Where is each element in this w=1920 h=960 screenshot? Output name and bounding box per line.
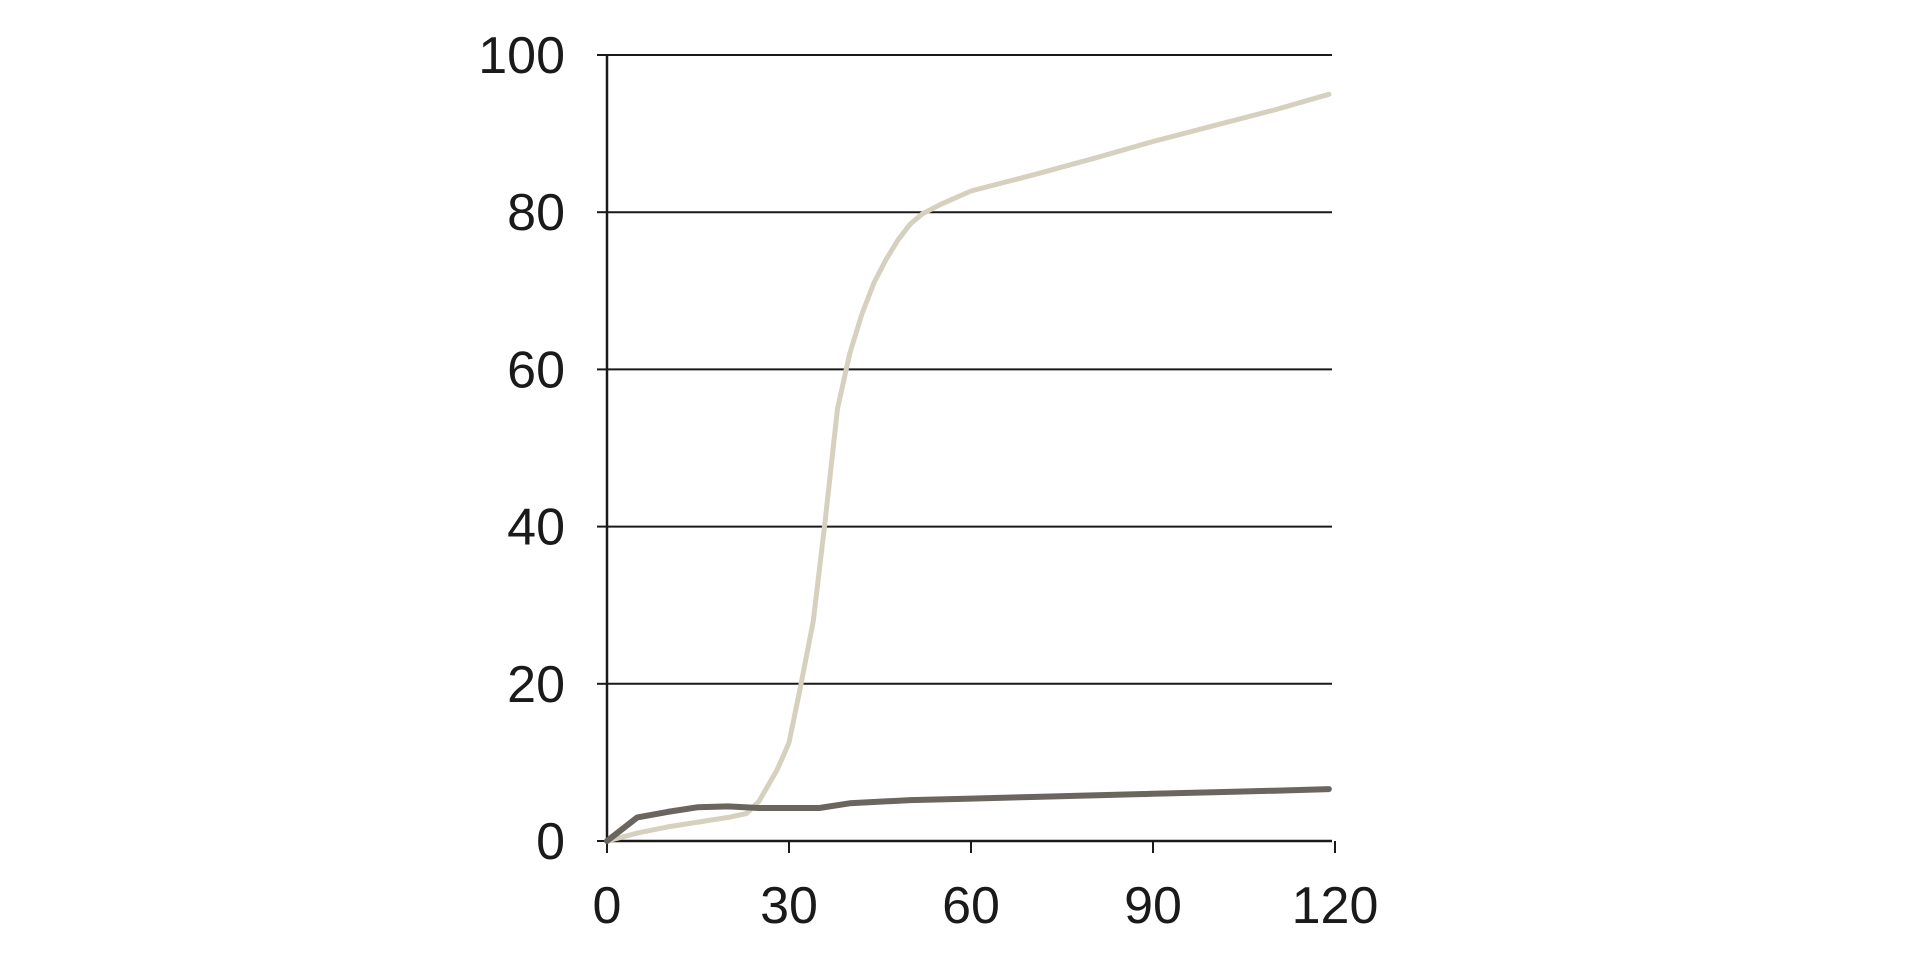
y-tick-label: 40	[507, 499, 565, 557]
y-tick-label: 80	[507, 184, 565, 242]
x-tick-label: 60	[942, 877, 1000, 935]
gridlines	[607, 54, 1332, 685]
axes	[597, 54, 1336, 853]
y-tick-label: 100	[478, 27, 565, 85]
x-tick-label: 90	[1124, 877, 1182, 935]
y-tick-label: 20	[507, 656, 565, 714]
x-tick-label: 30	[760, 877, 818, 935]
y-tick-label: 0	[536, 813, 565, 871]
y-tick-label: 60	[507, 341, 565, 399]
tick-labels: 0 20 40 60 80 100 0 30 60 90 120	[478, 27, 1378, 935]
series-line-1	[604, 91, 1332, 844]
series-line-2	[604, 786, 1332, 844]
x-tick-label: 0	[593, 877, 622, 935]
x-tick-label: 120	[1292, 877, 1379, 935]
series-lines	[604, 91, 1332, 844]
